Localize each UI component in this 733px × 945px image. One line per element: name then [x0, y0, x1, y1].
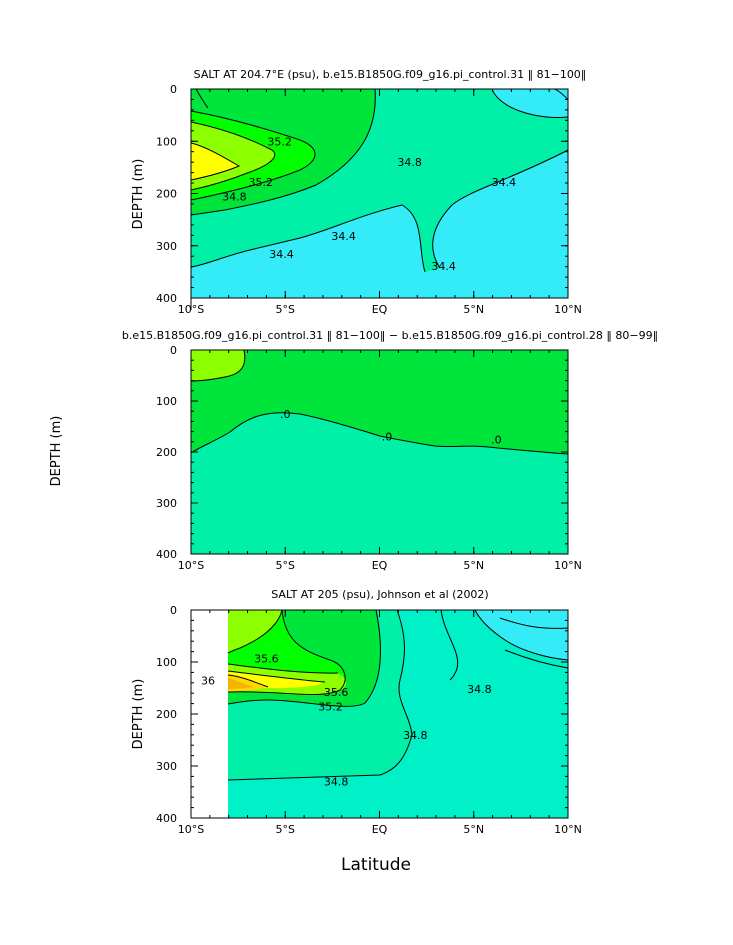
panel-1-contour-fills: [191, 88, 569, 298]
panel-2-contour-labels: .0 .0 .0: [280, 408, 502, 447]
panel-2-contour-lines: [190, 349, 569, 455]
panel-1-contour-label: 34.4: [269, 248, 294, 261]
panel-1-ylabel: DEPTH (m): [131, 159, 146, 230]
panel-2-xtick-label: EQ: [372, 559, 388, 572]
panel-2-ylabel: DEPTH (m): [49, 416, 64, 487]
panel-1: SALT AT 204.7°E (psu), b.e15.B1850G.f09_…: [131, 68, 586, 310]
panel-3-xlabel: Latitude: [341, 855, 411, 875]
panel-2-contour-label: .0: [280, 408, 291, 421]
panel-3-ytick-label: 0: [170, 604, 177, 617]
panel-2-contour-fills: [191, 350, 568, 554]
panel-2-ytick-label: 100: [156, 395, 177, 408]
panel-1-ytick-label: 100: [156, 135, 177, 148]
panel-1-title: SALT AT 204.7°E (psu), b.e15.B1850G.f09_…: [194, 68, 587, 81]
panel-1-ytick-label: 400: [156, 292, 177, 305]
panel-2-ytick-label: 400: [156, 548, 177, 561]
panel-1-contour-label: 34.4: [331, 230, 356, 243]
panel-2-contour-label: .0: [382, 431, 393, 444]
panel-1-xtick-label: 5°S: [276, 303, 295, 316]
panel-1-xtick-label: 10°S: [178, 303, 204, 316]
panel-3-ytick-label: 100: [156, 656, 177, 669]
panel-3-contour-label: 34.8: [324, 776, 349, 789]
panel-1-contour-label: 35.2: [267, 135, 292, 148]
panel-3-xtick-label: 10°S: [178, 823, 204, 836]
panel-1-ytick-label: 200: [156, 188, 177, 201]
panel-3-xtick-label: 10°N: [554, 823, 582, 836]
panel-2-xtick-label: 5°N: [463, 559, 484, 572]
panel-3-ylabel: DEPTH (m): [131, 679, 146, 750]
panel-3: SALT AT 205 (psu), Johnson et al (2002): [131, 588, 569, 875]
panel-2-ytick-label: 200: [156, 446, 177, 459]
panel-3-xtick-label: 5°S: [276, 823, 295, 836]
panel-1-contour-lines: [190, 88, 569, 310]
panel-1-ytick-label: 300: [156, 240, 177, 253]
panel-2-title: b.e15.B1850G.f09_g16.pi_control.31 ‖ 81−…: [122, 329, 658, 342]
panel-2: b.e15.B1850G.f09_g16.pi_control.31 ‖ 81−…: [49, 329, 658, 555]
panel-1-xtick-label: 5°N: [463, 303, 484, 316]
panel-3-xtick-label: 5°N: [463, 823, 484, 836]
panel-3-contour-label: 36: [201, 675, 215, 688]
panel-1-contour-label: 34.8: [397, 156, 422, 169]
panel-2-xtick-label: 10°S: [178, 559, 204, 572]
panel-1-contour-label: 35.2: [248, 176, 273, 189]
panel-3-contour-label: 35.2: [318, 701, 343, 714]
panel-2-ytick-label: 0: [170, 344, 177, 357]
panel-3-contour-lines: [227, 609, 569, 781]
panel-1-contour-label: 34.4: [431, 260, 456, 273]
panel-1-xtick-label: 10°N: [554, 303, 582, 316]
panel-3-ytick-label: 200: [156, 708, 177, 721]
panel-3-title: SALT AT 205 (psu), Johnson et al (2002): [271, 588, 488, 601]
panel-3-contour-label: 35.6: [324, 686, 349, 699]
panel-1-contour-labels: 35.234.835.234.834.434.434.434.4: [222, 135, 516, 273]
panel-1-xtick-label: EQ: [372, 303, 388, 316]
panel-3-contour-fills: [228, 610, 568, 818]
panel-3-ytick-label: 400: [156, 812, 177, 825]
panel-3-ytick-label: 300: [156, 760, 177, 773]
panel-2-ytick-label: 300: [156, 497, 177, 510]
panel-2-xtick-label: 5°S: [276, 559, 295, 572]
panel-2-xtick-label: 10°N: [554, 559, 582, 572]
panel-3-contour-label: 34.8: [467, 683, 492, 696]
panel-3-contour-label: 34.8: [403, 729, 428, 742]
panel-1-ytick-label: 0: [170, 83, 177, 96]
panel-2-contour-label: .0: [491, 433, 502, 446]
panel-3-xtick-label: EQ: [372, 823, 388, 836]
panel-3-contour-label: 35.6: [254, 652, 279, 665]
panel-1-contour-label: 34.4: [492, 176, 517, 189]
panel-1-contour-label: 34.8: [222, 191, 247, 204]
panel-3-contour-labels: 35.6 36 35.6 35.2 34.8 34.8 34.8: [201, 652, 492, 788]
